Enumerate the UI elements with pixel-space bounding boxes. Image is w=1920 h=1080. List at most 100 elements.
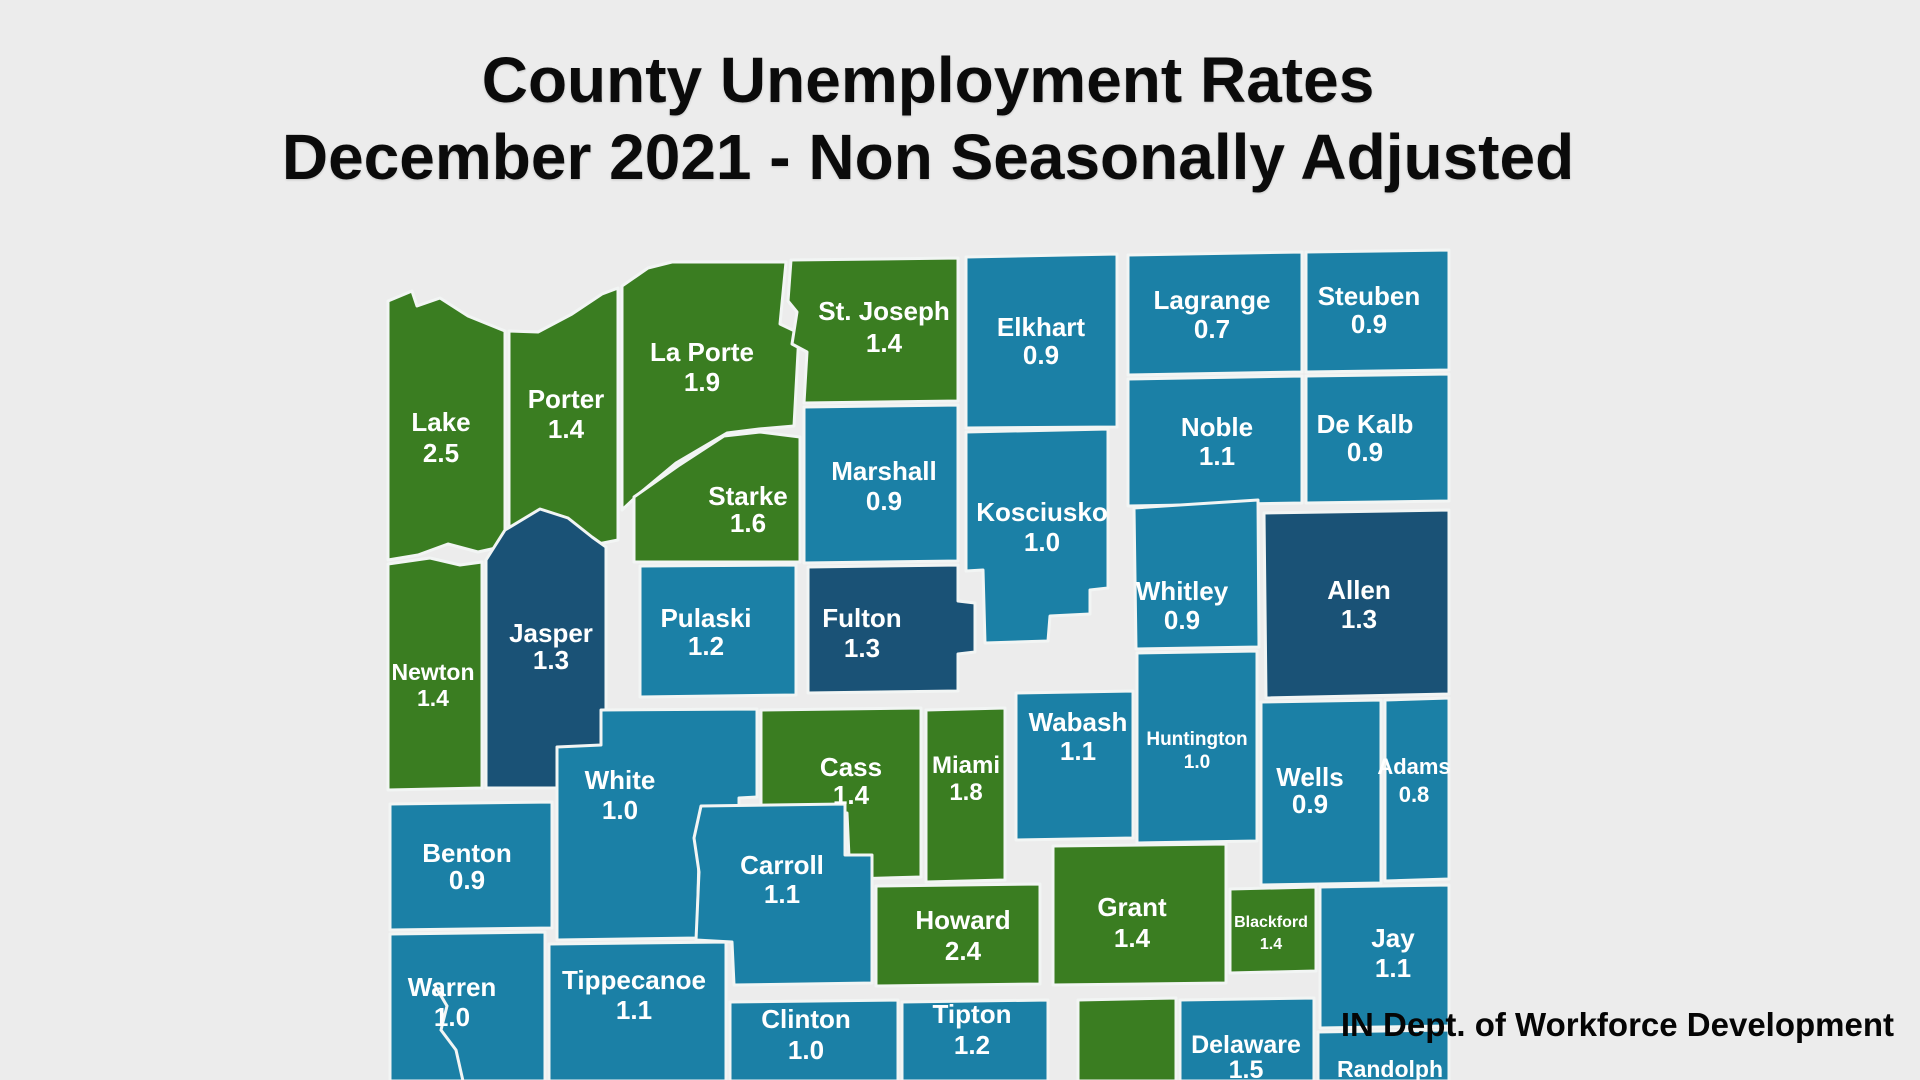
county-value-warren: 1.0 xyxy=(434,1002,470,1032)
title-line-2: December 2021 - Non Seasonally Adjusted xyxy=(281,121,1575,193)
county-value-delaware: 1.5 xyxy=(1229,1056,1264,1080)
county-name-kosciusko: Kosciusko xyxy=(976,497,1108,527)
county-shape-kosciusko xyxy=(964,427,1110,645)
county-name-white: White xyxy=(585,765,656,795)
county-shape-allen xyxy=(1262,508,1451,700)
county-name-cass: Cass xyxy=(820,752,882,782)
county-name-porter: Porter xyxy=(528,384,605,414)
county-value-huntington: 1.0 xyxy=(1184,752,1210,773)
county-shape-unlabeled1 xyxy=(1076,996,1178,1080)
county-name-elkhart: Elkhart xyxy=(997,312,1085,342)
county-value-white: 1.0 xyxy=(602,795,638,825)
county-value-steuben: 0.9 xyxy=(1351,309,1387,339)
county-value-starke: 1.6 xyxy=(730,508,766,538)
county-name-lagrange: Lagrange xyxy=(1153,285,1270,315)
county-shape-fulton xyxy=(806,563,977,695)
county-shape-carroll xyxy=(692,802,874,987)
county-value-newton: 1.4 xyxy=(417,685,449,711)
county-name-pulaski: Pulaski xyxy=(660,603,751,633)
county-value-grant: 1.4 xyxy=(1114,923,1151,953)
county-value-allen: 1.3 xyxy=(1341,604,1377,634)
county-value-fulton: 1.3 xyxy=(844,633,880,663)
county-name-noble: Noble xyxy=(1181,412,1253,442)
county-name-steuben: Steuben xyxy=(1318,281,1421,311)
county-shape-lake xyxy=(386,289,507,562)
county-name-wells: Wells xyxy=(1276,762,1343,792)
county-name-fulton: Fulton xyxy=(822,603,901,633)
county-shape-elkhart xyxy=(964,252,1119,430)
county-shape-howard xyxy=(874,882,1042,988)
county-value-benton: 0.9 xyxy=(449,865,485,895)
county-value-carroll: 1.1 xyxy=(764,879,800,909)
county-value-lake: 2.5 xyxy=(423,438,459,468)
county-shape-jasper xyxy=(484,507,608,790)
county-name-adams: Adams xyxy=(1377,754,1450,779)
county-name-randolph: Randolph xyxy=(1337,1056,1443,1080)
county-name-benton: Benton xyxy=(422,838,512,868)
county-shape-tippecanoe xyxy=(547,940,728,1080)
county-shape-adams xyxy=(1383,696,1451,883)
county-name-blackford: Blackford xyxy=(1234,914,1308,931)
county-value-porter: 1.4 xyxy=(548,414,585,444)
county-shape-randolph xyxy=(1316,1028,1451,1080)
county-name-tipton: Tipton xyxy=(933,999,1012,1029)
county-name-tippecanoe: Tippecanoe xyxy=(562,965,706,995)
county-shape-blackford xyxy=(1228,885,1318,975)
county-name-marshall: Marshall xyxy=(831,456,937,486)
county-value-dekalb: 0.9 xyxy=(1347,437,1383,467)
county-shape-tipton xyxy=(900,998,1050,1080)
county-shape-starke xyxy=(632,430,802,564)
county-value-stjoseph: 1.4 xyxy=(866,328,903,358)
county-name-carroll: Carroll xyxy=(740,850,824,880)
county-shape-steuben xyxy=(1304,248,1451,374)
county-shape-dekalb xyxy=(1304,372,1451,505)
county-name-warren: Warren xyxy=(408,972,497,1002)
county-value-jasper: 1.3 xyxy=(533,645,569,675)
county-value-kosciusko: 1.0 xyxy=(1024,527,1060,557)
county-shape-grant xyxy=(1051,842,1228,987)
county-value-clinton: 1.0 xyxy=(788,1035,824,1065)
county-value-laporte: 1.9 xyxy=(684,367,720,397)
county-value-elkhart: 0.9 xyxy=(1023,340,1059,370)
county-shape-lagrange xyxy=(1126,250,1304,377)
county-value-blackford: 1.4 xyxy=(1260,936,1282,953)
county-shape-whitley xyxy=(1132,498,1261,651)
title-line-1: County Unemployment Rates xyxy=(481,44,1375,116)
river-line xyxy=(432,983,465,1080)
county-value-adams: 0.8 xyxy=(1399,782,1430,807)
attribution: IN Dept. of Workforce Development xyxy=(1340,1006,1894,1043)
county-name-newton: Newton xyxy=(391,659,474,685)
county-value-wells: 0.9 xyxy=(1292,789,1328,819)
county-name-grant: Grant xyxy=(1097,892,1167,922)
county-name-starke: Starke xyxy=(708,481,788,511)
county-shape-newton xyxy=(386,556,484,792)
county-shape-pulaski xyxy=(638,563,798,699)
county-shape-white xyxy=(555,707,759,942)
county-shape-huntington xyxy=(1135,649,1259,845)
county-value-lagrange: 0.7 xyxy=(1194,314,1230,344)
county-shape-marshall xyxy=(802,403,960,565)
county-shape-wells xyxy=(1259,698,1383,887)
county-value-whitley: 0.9 xyxy=(1164,605,1200,635)
page-title: County Unemployment Rates December 2021 … xyxy=(0,42,1856,196)
county-value-pulaski: 1.2 xyxy=(688,631,724,661)
county-name-howard: Howard xyxy=(915,905,1010,935)
county-shape-wabash xyxy=(1014,689,1135,842)
county-name-allen: Allen xyxy=(1327,575,1391,605)
county-value-cass: 1.4 xyxy=(833,780,870,810)
county-value-marshall: 0.9 xyxy=(866,486,902,516)
county-name-miami: Miami xyxy=(932,752,1000,779)
county-name-stjoseph: St. Joseph xyxy=(818,296,949,326)
county-value-howard: 2.4 xyxy=(945,936,982,966)
county-name-jasper: Jasper xyxy=(509,618,593,648)
county-value-jay: 1.1 xyxy=(1375,953,1411,983)
county-name-laporte: La Porte xyxy=(650,337,754,367)
county-name-jay: Jay xyxy=(1371,923,1415,953)
county-value-noble: 1.1 xyxy=(1199,441,1235,471)
county-name-clinton: Clinton xyxy=(761,1004,851,1034)
county-shape-stjoseph xyxy=(786,256,960,405)
county-value-tippecanoe: 1.1 xyxy=(616,995,652,1025)
county-name-delaware: Delaware xyxy=(1191,1031,1301,1059)
county-shape-jay xyxy=(1318,883,1451,1030)
